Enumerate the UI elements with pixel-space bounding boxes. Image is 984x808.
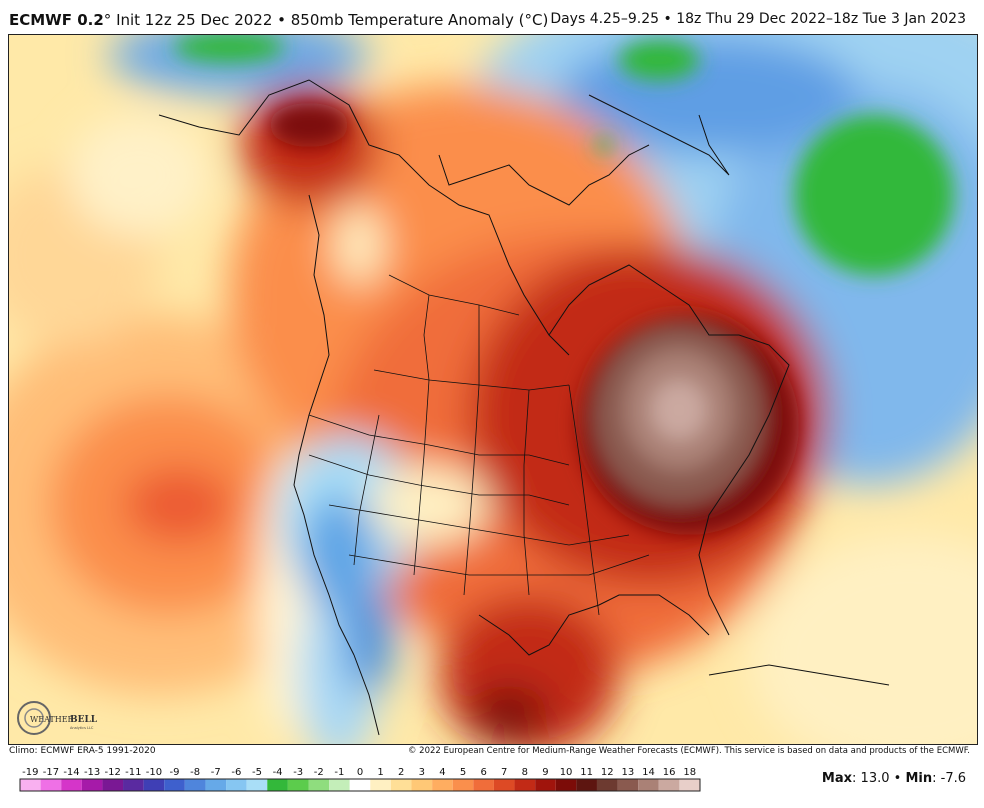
colorbar-swatch [370, 779, 391, 791]
colorbar-swatch [576, 779, 597, 791]
colorbar-tick-label: -8 [190, 767, 200, 778]
colorbar-swatch [123, 779, 144, 791]
coastlines [158, 79, 890, 736]
colorbar-swatch [638, 779, 659, 791]
colorbar-tick-label: 3 [419, 767, 425, 778]
min-value: -7.6 [940, 771, 966, 786]
colorbar-swatch [535, 779, 556, 791]
colorbar-tick-label: -4 [273, 767, 283, 778]
colorbar-tick-label: -13 [84, 767, 100, 778]
colorbar-swatch [61, 779, 82, 791]
colorbar-swatch [184, 779, 206, 791]
colorbar: -19 -17 -14 -13 -12 -11 -10 -9 -8 -7 -6 -5 -4 -3 -2 -1 0… [8, 764, 708, 800]
climo-note: Climo: ECMWF ERA-5 1991-2020 [9, 746, 156, 756]
colorbar-swatch [514, 779, 536, 791]
logo-text-b: BELL [70, 715, 98, 725]
colorbar-swatch [308, 779, 330, 791]
colorbar-tick-label: -3 [293, 767, 303, 778]
header: ECMWF 0.2° Init 12z 25 Dec 2022 • 850mb … [0, 0, 984, 34]
colorbar-swatch [390, 779, 412, 791]
colorbar-tick-label: 5 [460, 767, 466, 778]
logo-swirl [17, 701, 51, 735]
colorbar-tick-label: -6 [231, 767, 241, 778]
colorbar-swatch [555, 779, 577, 791]
colorbar-swatch [226, 779, 247, 791]
colorbar-tick-label: 12 [601, 767, 614, 778]
colorbar-tick-label: 9 [542, 767, 548, 778]
colorbar-tick-label: -10 [146, 767, 162, 778]
colorbar-tick-label: 1 [377, 767, 383, 778]
weatherbell-logo: WEATHER BELL Analytics LLC [17, 701, 98, 735]
colorbar-tick-label: 0 [357, 767, 363, 778]
colorbar-tick-label: 16 [663, 767, 676, 778]
colorbar-border [19, 778, 701, 792]
logo-text-a: WEATHER [30, 715, 75, 724]
colorbar-tick-label: -7 [211, 767, 221, 778]
colorbar-tick-label: 8 [522, 767, 528, 778]
min-label: Min [905, 771, 933, 786]
political-borders [308, 274, 650, 616]
colorbar-tick-label: 11 [580, 767, 593, 778]
degree-mark: ° [103, 11, 112, 29]
max-min-stats: Max: 13.0 • Min: -7.6 [821, 771, 966, 786]
copyright-note: © 2022 European Centre for Medium-Range … [407, 746, 970, 756]
colorbar-tick-label: 4 [439, 767, 445, 778]
anomaly-map [9, 35, 977, 744]
colorbar-svg: -19 -17 -14 -13 -12 -11 -10 -9 -8 -7 -6 -5 -4 -3 -2 -1 0… [19, 767, 701, 792]
colorbar-tick-label: -11 [125, 767, 141, 778]
colorbar-swatch [102, 779, 124, 791]
colorbar-swatch [473, 779, 494, 791]
colorbar-tick-label: -12 [105, 767, 121, 778]
colorbar-swatch [205, 779, 227, 791]
map-title: ECMWF 0.2° Init 12z 25 Dec 2022 • 850mb … [9, 11, 548, 29]
logo-sub: Analytics LLC [70, 726, 94, 730]
colorbar-swatch [164, 779, 185, 791]
colorbar-swatch [411, 779, 433, 791]
colorbar-tick-label: -19 [22, 767, 38, 778]
colorbar-tick-label: -5 [252, 767, 262, 778]
colorbar-tick-label: 13 [622, 767, 635, 778]
valid-range: Days 4.25–9.25 • 18z Thu 29 Dec 2022–18z… [550, 11, 966, 27]
colorbar-tick-label: -17 [43, 767, 59, 778]
max-value: 13.0 [860, 771, 890, 786]
colorbar-tick-label: 18 [683, 767, 696, 778]
map-canvas[interactable] [8, 34, 978, 745]
colorbar-tick-label: -9 [170, 767, 180, 778]
colorbar-tick-label: -14 [63, 767, 79, 778]
colorbar-swatch [40, 779, 62, 791]
colorbar-tick-label: -1 [334, 767, 344, 778]
colorbar-swatch [596, 779, 618, 791]
colorbar-tick-label: 14 [642, 767, 655, 778]
colorbar-swatch [143, 779, 165, 791]
colorbar-swatch [493, 779, 515, 791]
colorbar-tick-label: 7 [501, 767, 507, 778]
max-label: Max [821, 771, 853, 786]
colorbar-tick-label: 6 [480, 767, 486, 778]
colorbar-swatch [329, 779, 350, 791]
colorbar-swatch [432, 779, 453, 791]
colorbar-tick-label: 2 [398, 767, 404, 778]
colorbar-swatch [452, 779, 474, 791]
title-details: Init 12z 25 Dec 2022 • 850mb Temperature… [116, 11, 549, 29]
colorbar-swatch [617, 779, 639, 791]
colorbar-swatch [246, 779, 268, 791]
colorbar-swatch [20, 779, 41, 791]
colorbar-swatch [81, 779, 103, 791]
colorbar-swatch [287, 779, 309, 791]
colorbar-swatch [679, 779, 700, 791]
colorbar-tick-label: 10 [560, 767, 573, 778]
colorbar-swatch [349, 779, 371, 791]
colorbar-swatch [267, 779, 288, 791]
model-name: ECMWF 0.2 [9, 11, 104, 29]
colorbar-tick-label: -2 [314, 767, 324, 778]
colorbar-swatch [658, 779, 680, 791]
